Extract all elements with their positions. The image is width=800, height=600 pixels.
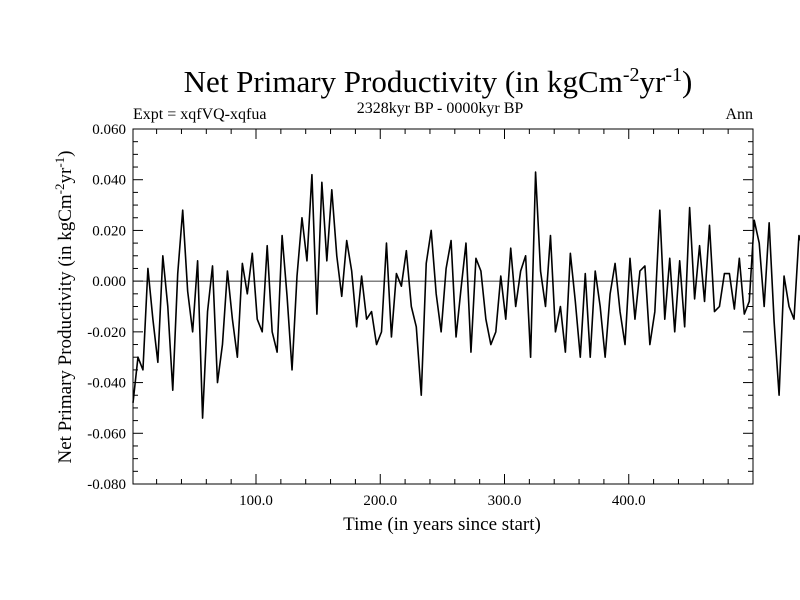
x-tick-label: 200.0 (363, 493, 397, 509)
y-tick-label: -0.020 (87, 325, 126, 341)
y-tick-label: 0.060 (92, 122, 126, 138)
chart-title: Net Primary Productivity (in kgCm-2yr-1) (184, 64, 693, 99)
y-axis-label-text: Net Primary Productivity (in kgCm (55, 194, 76, 463)
y-tick-label: -0.080 (87, 477, 126, 493)
y-tick-label: -0.040 (87, 376, 126, 392)
experiment-label: Expt = xqfVQ-xqfua (133, 106, 266, 123)
chart-title-text: Net Primary Productivity (in kgCm (184, 64, 623, 99)
x-tick-label: 300.0 (488, 493, 522, 509)
y-axis-label: Net Primary Productivity (in kgCm-2yr-1) (52, 151, 76, 464)
y-tick-label: 0.040 (92, 173, 126, 189)
x-tick-label: 400.0 (612, 493, 646, 509)
x-axis-label: Time (in years since start) (343, 514, 541, 535)
time-range-label: 2328kyr BP - 0000kyr BP (357, 100, 524, 117)
x-tick-label: 100.0 (239, 493, 273, 509)
npp-series-line (132, 171, 800, 419)
y-tick-label: 0.020 (92, 223, 126, 239)
y-tick-label: 0.000 (92, 274, 126, 290)
season-label: Ann (725, 106, 753, 123)
tick-labels: -0.080 -0.060 -0.040 -0.020 0.000 0.020 0.040 0… (87, 122, 645, 509)
plot-frame (132, 128, 754, 485)
y-tick-label: -0.060 (87, 426, 126, 442)
